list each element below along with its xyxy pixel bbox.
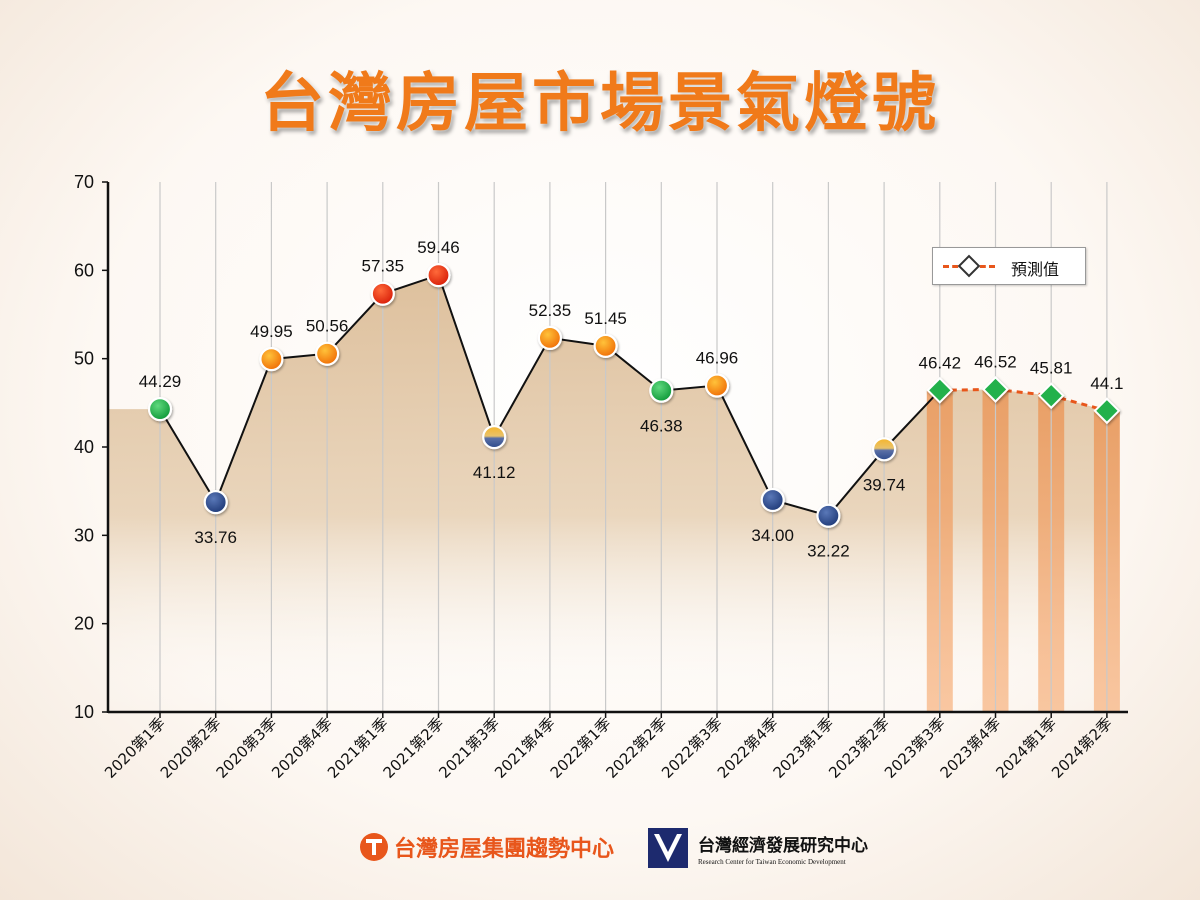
footer: 台灣房屋集團趨勢中心 台灣經濟發展研究中心 Research Center fo… xyxy=(0,826,1200,870)
data-label: 34.00 xyxy=(751,526,794,545)
data-label: 46.38 xyxy=(640,417,683,436)
signal-point xyxy=(482,425,507,450)
y-tick-label: 60 xyxy=(74,260,94,280)
chart-title: 台灣房屋市場景氣燈號 xyxy=(260,67,940,141)
data-label: 59.46 xyxy=(417,238,460,257)
data-label: 49.95 xyxy=(250,322,293,341)
signal-point xyxy=(704,373,730,398)
signal-point xyxy=(537,325,563,351)
data-label: 46.96 xyxy=(696,349,739,368)
y-tick-label: 30 xyxy=(74,525,94,545)
signal-point xyxy=(147,397,173,422)
y-tick-label: 10 xyxy=(74,702,94,722)
signal-point xyxy=(259,347,284,372)
brand2-name: 台灣經濟發展研究中心 xyxy=(698,835,868,856)
brand1-text: 台灣房屋集團趨勢中心 xyxy=(394,837,615,862)
signal-point xyxy=(760,487,785,513)
forecast-point xyxy=(982,375,1009,403)
brand2-en: Research Center for Taiwan Economic Deve… xyxy=(698,857,846,866)
signal-point xyxy=(649,378,674,403)
signal-point xyxy=(593,333,618,358)
forecast-line xyxy=(939,387,1108,413)
forecast-point xyxy=(1037,382,1065,410)
brand-research-center: 台灣經濟發展研究中心 Research Center for Taiwan Ec… xyxy=(648,826,868,870)
data-label: 46.52 xyxy=(974,352,1017,371)
signal-point xyxy=(871,437,897,462)
data-label: 33.76 xyxy=(194,528,237,547)
signal-point xyxy=(315,341,340,366)
y-tick-label: 20 xyxy=(74,614,94,634)
data-label: 39.74 xyxy=(863,475,906,494)
y-tick-label: 50 xyxy=(74,349,94,369)
data-label: 46.42 xyxy=(919,353,962,372)
legend: 預測值 xyxy=(932,247,1086,285)
taiwan-realty-logo-icon xyxy=(360,833,388,861)
data-label: 44.1 xyxy=(1090,374,1123,393)
area-fill xyxy=(108,275,1119,712)
data-label: 41.12 xyxy=(473,463,516,482)
legend-diamond-icon xyxy=(957,254,981,278)
signal-point xyxy=(370,281,395,306)
data-label: 50.56 xyxy=(306,317,349,336)
research-center-logo-icon xyxy=(648,828,688,868)
y-tick-label: 40 xyxy=(74,437,94,457)
x-tick-label: 2024第2季 xyxy=(1048,714,1116,782)
data-label: 52.35 xyxy=(529,301,572,320)
forecast-point xyxy=(926,376,954,404)
data-label: 45.81 xyxy=(1030,359,1073,378)
y-tick-label: 70 xyxy=(74,172,94,192)
signal-point xyxy=(816,503,841,528)
signal-point xyxy=(426,263,451,288)
forecast-point xyxy=(1093,397,1121,425)
signal-point xyxy=(203,490,228,515)
data-label: 32.22 xyxy=(807,542,850,561)
data-label: 44.29 xyxy=(139,372,182,391)
brand-taiwan-realty: 台灣房屋集團趨勢中心 xyxy=(360,830,614,864)
data-label: 51.45 xyxy=(584,309,627,328)
data-label: 57.35 xyxy=(362,257,405,276)
legend-label: 預測值 xyxy=(1011,260,1060,279)
